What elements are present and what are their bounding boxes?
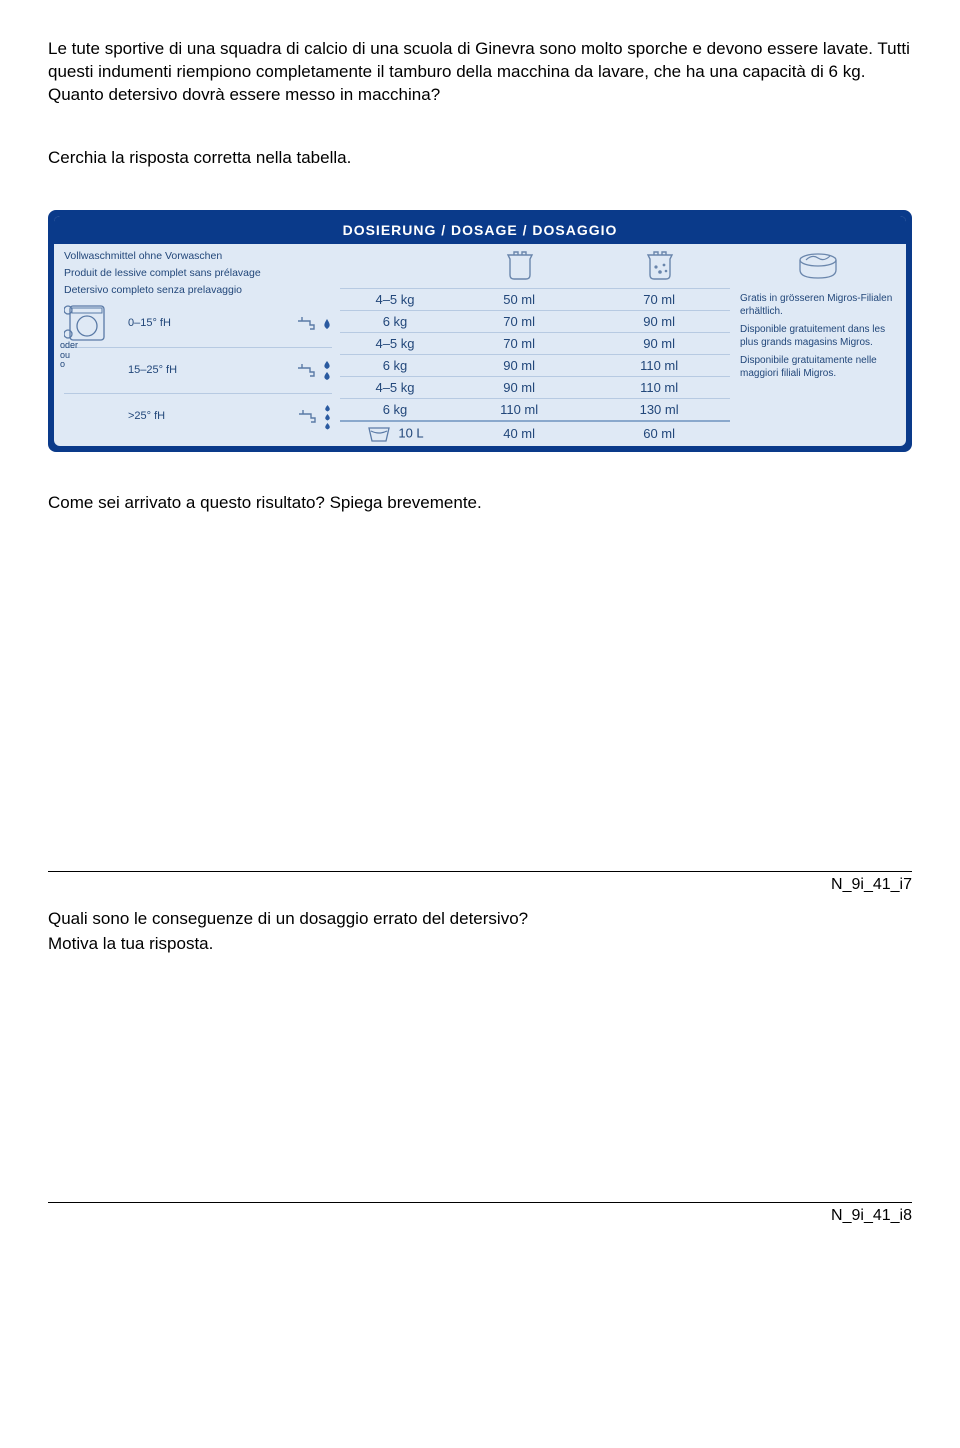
right-text-de: Gratis in grösseren Migros-Filialen erhä…: [740, 292, 896, 318]
hardness-band: 0–15° fH: [64, 301, 332, 347]
intro-paragraph: Le tute sportive di una squadra di calci…: [48, 38, 912, 107]
dosage-panel: DOSIERUNG / DOSAGE / DOSAGGIO Vollwaschm…: [48, 210, 912, 452]
hardness-band: 15–25° fH: [64, 347, 332, 393]
question-2-id: N_9i_41_i8: [48, 1207, 912, 1225]
hardness-label: 15–25° fH: [124, 364, 292, 378]
cell-light: 50 ml: [450, 288, 588, 310]
table-row: 4–5 kg70 ml90 ml: [340, 332, 730, 354]
table-row: 6 kg110 ml130 ml: [340, 398, 730, 421]
cell-load: 4–5 kg: [340, 332, 450, 354]
detergent-desc-fr: Produit de lessive complet sans prélavag…: [64, 267, 332, 280]
table-row-bucket: 10 L40 ml60 ml: [340, 421, 730, 446]
drop-icon: [322, 360, 332, 381]
tap-icon: [297, 410, 319, 424]
cell-heavy: 90 ml: [588, 332, 730, 354]
cell-load: 10 L: [340, 421, 450, 446]
question-2-text: Quali sono le conseguenze di un dosaggio…: [48, 908, 912, 931]
tap-icon: [296, 364, 318, 378]
panel-title: DOSIERUNG / DOSAGE / DOSAGGIO: [54, 216, 906, 244]
cell-load: 4–5 kg: [340, 376, 450, 398]
right-text-fr: Disponible gratuitement dans les plus gr…: [740, 323, 896, 349]
cell-heavy: 70 ml: [588, 288, 730, 310]
cell-heavy: 130 ml: [588, 398, 730, 421]
table-row: 6 kg70 ml90 ml: [340, 310, 730, 332]
cell-heavy: 90 ml: [588, 310, 730, 332]
question-1-text: Come sei arrivato a questo risultato? Sp…: [48, 492, 912, 515]
cell-load: 4–5 kg: [340, 288, 450, 310]
right-text-it: Disponibile gratuitamente nelle maggiori…: [740, 354, 896, 380]
table-row: 6 kg90 ml110 ml: [340, 354, 730, 376]
light-soil-icon: [450, 249, 590, 283]
cell-heavy: 110 ml: [588, 376, 730, 398]
cell-light: 110 ml: [450, 398, 588, 421]
detergent-desc-de: Vollwaschmittel ohne Vorwaschen: [64, 250, 332, 263]
cell-light: 70 ml: [450, 332, 588, 354]
question-1-id: N_9i_41_i7: [48, 876, 912, 894]
cell-light: 90 ml: [450, 376, 588, 398]
drop-icon: [322, 318, 332, 330]
panel-table-column: 4–5 kg50 ml70 ml6 kg70 ml90 ml4–5 kg70 m…: [340, 244, 730, 446]
hardness-label: 0–15° fH: [124, 317, 292, 331]
cell-light: 70 ml: [450, 310, 588, 332]
cell-load: 6 kg: [340, 310, 450, 332]
cell-light: 40 ml: [450, 421, 588, 446]
dosage-table: 4–5 kg50 ml70 ml6 kg70 ml90 ml4–5 kg70 m…: [340, 288, 730, 446]
sock-cup-icon: [740, 252, 896, 286]
cell-light: 90 ml: [450, 354, 588, 376]
cell-heavy: 60 ml: [588, 421, 730, 446]
tap-icon: [296, 317, 318, 331]
hardness-band: >25° fH: [64, 393, 332, 439]
cell-heavy: 110 ml: [588, 354, 730, 376]
hardness-label: >25° fH: [124, 410, 293, 424]
instruction-text: Cerchia la risposta corretta nella tabel…: [48, 147, 912, 170]
question-divider: [48, 871, 912, 872]
cell-load: 6 kg: [340, 354, 450, 376]
panel-right-column: Gratis in grösseren Migros-Filialen erhä…: [730, 244, 906, 446]
panel-left-column: Vollwaschmittel ohne Vorwaschen Produit …: [54, 244, 340, 446]
detergent-desc-it: Detersivo completo senza prelavaggio: [64, 284, 332, 297]
heavy-soil-icon: [590, 249, 730, 283]
question-2-text-line2: Motiva la tua risposta.: [48, 933, 912, 956]
table-row: 4–5 kg90 ml110 ml: [340, 376, 730, 398]
question-divider: [48, 1202, 912, 1203]
cell-load: 6 kg: [340, 398, 450, 421]
table-row: 4–5 kg50 ml70 ml: [340, 288, 730, 310]
drop-icon: [323, 404, 332, 430]
